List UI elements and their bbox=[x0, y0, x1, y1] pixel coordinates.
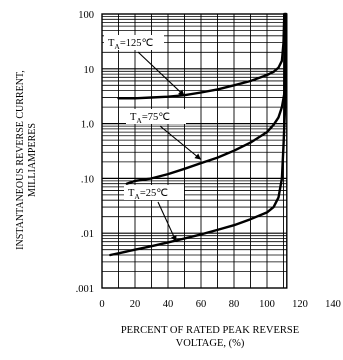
series-line bbox=[125, 12, 287, 185]
annotation-label: TA=25℃ bbox=[128, 188, 168, 201]
y-tick-label: .001 bbox=[76, 284, 94, 295]
series-annotation: TA=75℃ bbox=[126, 109, 202, 161]
series-line bbox=[117, 12, 286, 100]
y-tick-label: .01 bbox=[81, 229, 94, 240]
y-axis-label-line-1: INSTANTANEOUS REVERSE CURRENT, bbox=[15, 70, 26, 250]
x-tick-label: 140 bbox=[325, 299, 341, 310]
annotation-backdrop bbox=[124, 185, 184, 200]
annotation-arrow bbox=[137, 51, 185, 97]
annotation-label: TA=125℃ bbox=[108, 38, 154, 51]
grid bbox=[102, 14, 287, 288]
series-line bbox=[109, 12, 288, 257]
y-axis-label-line-2: MILLIAMPERES bbox=[27, 123, 38, 197]
x-tick-label: 0 bbox=[99, 299, 104, 310]
tick-labels: .001 .01 .10 1.0 10 100 0 20 40 60 80 100 120 140 bbox=[76, 10, 341, 310]
y-axis-label: INSTANTANEOUS REVERSE CURRENT, MILLIAMPE… bbox=[2, 40, 52, 280]
arrow-head-icon bbox=[194, 153, 201, 160]
arrow-head-icon bbox=[171, 234, 177, 242]
annotation-backdrop bbox=[104, 35, 164, 50]
x-axis-label: PERCENT OF RATED PEAK REVERSE VOLTAGE, (… bbox=[60, 324, 343, 350]
x-tick-label: 20 bbox=[130, 299, 141, 310]
series-annotation: TA=125℃ bbox=[104, 35, 185, 97]
plot-frame bbox=[101, 13, 288, 289]
x-axis-label-line-2: VOLTAGE, (%) bbox=[175, 338, 245, 349]
y-tick-label: 100 bbox=[78, 10, 94, 21]
annotation-backdrop bbox=[126, 109, 186, 124]
x-axis-label-line-1: PERCENT OF RATED PEAK REVERSE bbox=[120, 325, 300, 336]
x-tick-label: 100 bbox=[259, 299, 275, 310]
x-tick-label: 60 bbox=[196, 299, 207, 310]
series-annotation: TA=25℃ bbox=[124, 185, 184, 242]
annotations: TA=125℃ TA=75℃ TA=25℃ bbox=[104, 35, 202, 242]
arrow-head-icon bbox=[178, 89, 185, 96]
x-tick-label: 120 bbox=[292, 299, 308, 310]
series-lines bbox=[109, 12, 288, 257]
y-tick-label: 1.0 bbox=[81, 120, 94, 131]
annotation-arrow bbox=[157, 201, 177, 242]
annotation-arrow bbox=[159, 125, 202, 161]
x-tick-label: 40 bbox=[163, 299, 174, 310]
y-tick-label: .10 bbox=[81, 174, 94, 185]
y-tick-label: 10 bbox=[84, 65, 95, 76]
annotation-label: TA=75℃ bbox=[130, 112, 170, 125]
x-tick-label: 80 bbox=[229, 299, 240, 310]
